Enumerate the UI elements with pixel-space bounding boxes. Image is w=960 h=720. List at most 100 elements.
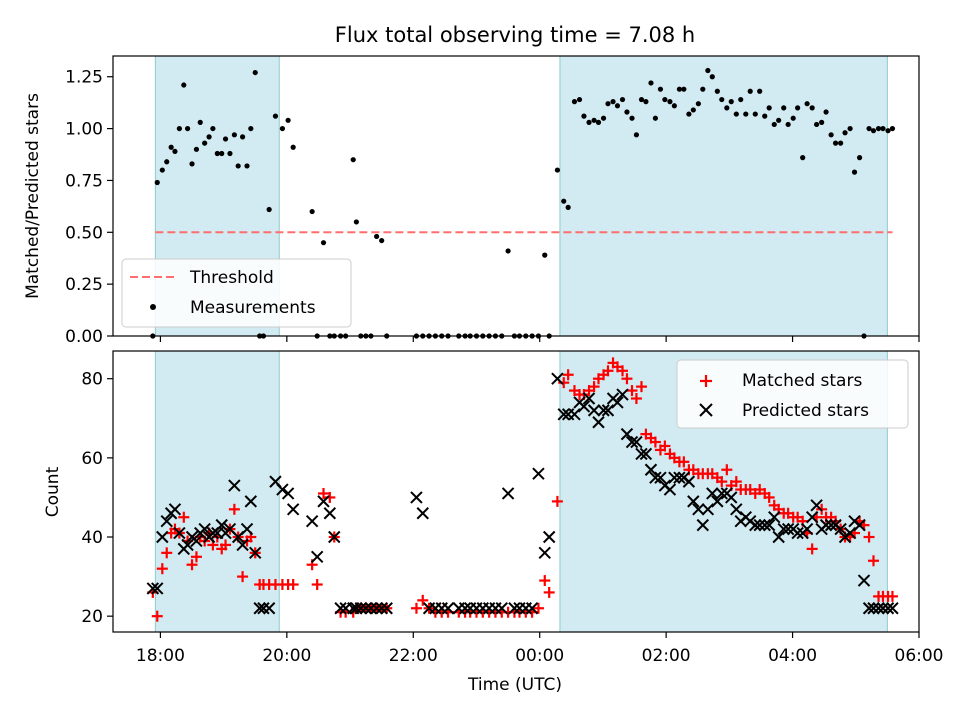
measurement-point [591,117,597,123]
matched-star-marker [532,602,544,614]
top-y-ticks: 0.00 0.25 0.50 0.75 1.00 1.25 [65,68,113,347]
predicted-star-marker [236,538,249,552]
predicted-star-marker [696,518,710,532]
predicted-marker-b [223,522,237,536]
predicted-star-marker [791,526,804,540]
predicted-marker-b [532,467,545,480]
measurement-point [728,99,734,105]
matched-star-marker [551,495,563,507]
predicted-star-marker [359,602,373,615]
predicted-star-marker [630,435,643,449]
predicted-marker-b [701,503,715,516]
predicted-marker-b [673,471,686,484]
predicted-star-marker [244,495,258,508]
predicted-star-marker [364,602,378,615]
predicted-marker-b [281,487,295,500]
predicted-star-marker [380,602,393,615]
top-panel: Flux total observing time = 7.08 h 0.000… [23,23,920,347]
bottom-y-axis-label: Count [43,466,63,517]
measurement-point [214,150,220,157]
predicted-star-marker [587,404,601,417]
measurement-point [202,140,208,146]
predicted-star-marker [286,503,300,516]
bottom-y-ticks: 20 40 60 80 [81,370,113,627]
legend-measurements-swatch [150,304,156,310]
y-tick-label: 0.00 [65,327,103,347]
bottom-axes-frame [112,350,920,633]
predicted-marker-b [696,518,710,532]
predicted-marker-b [682,475,696,488]
predicted-star-marker [711,495,724,508]
predicted-star-marker [538,546,551,560]
predicted-star-marker [616,388,629,401]
predicted-marker-b [762,518,776,532]
predicted-marker-b [173,526,186,540]
legend-threshold-label: Threshold [189,268,274,288]
matched-star-marker [237,571,249,583]
predicted-marker-b [350,602,363,615]
predicted-star-marker [305,514,319,528]
predicted-marker-b [151,582,164,595]
predicted-star-marker [592,416,605,429]
predicted-marker-b [692,503,705,516]
predicted-marker-b [198,522,211,536]
predicted-star-marker [458,602,472,615]
matched-star-marker [678,456,690,468]
measurement-point [279,125,286,132]
bottom-panel: 20 40 60 80 18:00 20:00 22:00 00:00 02:00 04:00 0… [43,350,944,695]
measurement-point [176,125,182,132]
matched-star-marker [190,551,202,563]
predicted-star-marker [495,602,508,615]
measurement-point [181,82,187,88]
matched-star-marker [867,555,879,567]
measurement-point [206,134,212,140]
measurement-points [150,67,896,339]
measurement-point [272,113,279,119]
predicted-star-marker [876,602,890,615]
x-tick-label: 02:00 [642,646,691,666]
predicted-star-marker [692,503,705,516]
predicted-marker-b [190,534,203,548]
matched-star-marker [863,531,875,543]
matched-star-marker [730,476,742,488]
matched-star-marker [562,369,574,381]
predicted-star-marker [725,491,738,504]
matched-star-marker [156,563,168,575]
predicted-marker-b [654,471,667,484]
predicted-star-marker [768,511,781,524]
measurement-point [586,119,592,125]
predicted-star-marker [620,427,634,441]
measurement-point [619,96,626,103]
matched-star-marker [220,539,232,551]
predicted-star-marker [525,602,539,615]
measurement-point [266,206,272,213]
predicted-marker-b [168,503,182,516]
measurement-point [657,86,664,92]
predicted-marker-b [582,392,596,405]
predicted-star-marker [173,526,186,540]
predicted-marker-b [310,550,324,564]
legend-measurements-label: Measurements [190,298,316,318]
predicted-star-marker [317,495,330,508]
predicted-marker-b [458,602,472,615]
measurement-point [790,115,796,121]
predicted-star-marker [862,602,876,615]
measurement-point [809,105,815,111]
predicted-star-marker [568,408,581,421]
top-shaded-intervals [154,55,888,337]
predicted-marker-b [410,491,423,504]
predicted-star-marker [228,479,241,492]
measurement-point [285,117,291,123]
predicted-marker-b [587,404,601,417]
matched-star-marker [228,503,240,515]
measurement-point [870,128,877,134]
predicted-star-marker [635,447,648,461]
predicted-marker-b [305,514,319,528]
measurement-point [244,163,250,169]
predicted-marker-b [649,471,662,484]
measurement-point [838,140,844,146]
measurement-point [353,219,359,225]
predicted-marker-b [730,503,743,516]
matched-star-marker [626,385,638,397]
measurement-point [648,80,654,86]
